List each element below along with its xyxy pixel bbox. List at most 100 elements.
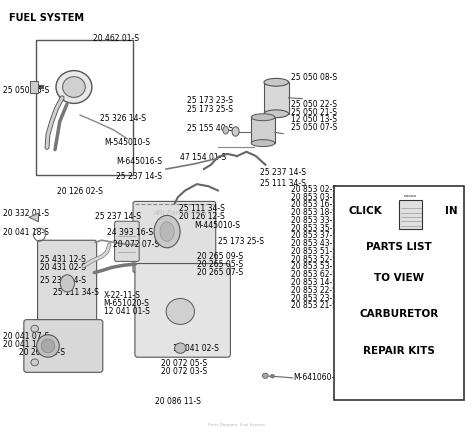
Text: 20 431 02-S: 20 431 02-S	[40, 263, 86, 272]
FancyBboxPatch shape	[24, 320, 103, 372]
Text: 20 041 17-S: 20 041 17-S	[3, 340, 49, 349]
Ellipse shape	[36, 335, 59, 357]
Text: 25 050 22-S: 25 050 22-S	[292, 100, 337, 109]
Ellipse shape	[264, 110, 289, 118]
Text: 25 050 08-S: 25 050 08-S	[292, 73, 337, 82]
Text: 12 041 01-S: 12 041 01-S	[104, 307, 150, 316]
Circle shape	[56, 71, 92, 103]
FancyBboxPatch shape	[135, 264, 230, 357]
Text: 25 237 14-S: 25 237 14-S	[260, 168, 306, 178]
Text: 20 853 23-S: 20 853 23-S	[291, 294, 337, 303]
Text: 47 154 01-S: 47 154 01-S	[180, 153, 227, 162]
Text: 25 050 21-S: 25 050 21-S	[292, 107, 337, 116]
Text: CLICK: CLICK	[348, 207, 382, 216]
FancyBboxPatch shape	[133, 201, 216, 273]
Text: FUEL SYSTEM: FUEL SYSTEM	[9, 13, 84, 23]
Polygon shape	[29, 213, 38, 222]
Circle shape	[166, 298, 194, 324]
Text: 20 853 62-S: 20 853 62-S	[291, 270, 337, 279]
Text: 20 853 53-S: 20 853 53-S	[291, 262, 337, 271]
Text: 20 041 18-S: 20 041 18-S	[3, 228, 49, 237]
Text: 20 853 35-S: 20 853 35-S	[291, 224, 337, 233]
Text: 12 050 13-S: 12 050 13-S	[292, 115, 337, 124]
Text: 20 072 05-S: 20 072 05-S	[161, 359, 208, 368]
Text: 25 050 35-S: 25 050 35-S	[3, 86, 49, 94]
Text: TO VIEW: TO VIEW	[374, 273, 424, 283]
Bar	[264, 82, 289, 114]
Bar	[334, 186, 464, 400]
Text: 20 853 18-S: 20 853 18-S	[291, 208, 337, 217]
Text: ARI PartStream: ARI PartStream	[154, 210, 207, 216]
Text: 25 111 34-S: 25 111 34-S	[260, 179, 306, 188]
Text: 25 237 14-S: 25 237 14-S	[117, 172, 163, 181]
Text: 20 853 51-S: 20 853 51-S	[291, 247, 337, 256]
Text: 25 326 14-S: 25 326 14-S	[100, 114, 146, 123]
Ellipse shape	[160, 222, 174, 241]
Text: 25 050 07-S: 25 050 07-S	[292, 123, 337, 132]
Text: REPAIR KITS: REPAIR KITS	[363, 346, 435, 356]
FancyBboxPatch shape	[115, 221, 139, 262]
Text: 25 237 14-S: 25 237 14-S	[40, 276, 86, 285]
Text: 20 853 33-S: 20 853 33-S	[291, 216, 337, 225]
Text: 20 086 11-S: 20 086 11-S	[155, 397, 201, 406]
Ellipse shape	[154, 216, 180, 248]
Ellipse shape	[41, 339, 55, 353]
Circle shape	[174, 343, 186, 353]
Text: 25 173 25-S: 25 173 25-S	[218, 237, 264, 246]
Text: 20 041 07-S: 20 041 07-S	[3, 332, 49, 341]
Bar	[251, 117, 275, 143]
Text: 20 853 03-S: 20 853 03-S	[291, 193, 337, 202]
Text: PARTS LIST: PARTS LIST	[366, 242, 432, 252]
Text: M-645016-S: M-645016-S	[117, 157, 163, 166]
Text: IN: IN	[445, 207, 457, 216]
Text: ooooo: ooooo	[404, 194, 417, 198]
Circle shape	[63, 77, 85, 97]
Text: 20 265 05-S: 20 265 05-S	[197, 260, 243, 269]
Text: Parts Diagram  Fuel System: Parts Diagram Fuel System	[209, 423, 265, 427]
Text: 25 111 34-S: 25 111 34-S	[179, 204, 225, 213]
Bar	[399, 200, 422, 229]
Text: 20 462 01-S: 20 462 01-S	[93, 34, 139, 43]
Text: 20 332 01-S: 20 332 01-S	[3, 210, 49, 218]
Text: M-545010-S: M-545010-S	[105, 138, 151, 147]
Text: 25 173 23-S: 25 173 23-S	[187, 96, 233, 105]
Text: 20 853 43-S: 20 853 43-S	[291, 239, 337, 248]
Circle shape	[31, 359, 38, 366]
Text: 12 041 02-S: 12 041 02-S	[173, 344, 219, 353]
Text: 20 853 37-S: 20 853 37-S	[291, 231, 337, 240]
Circle shape	[263, 373, 268, 378]
Text: 20 853 22-S: 20 853 22-S	[291, 286, 337, 295]
Text: 20 265 01-S: 20 265 01-S	[18, 348, 64, 357]
Ellipse shape	[251, 140, 275, 147]
Text: 20 853 52-S: 20 853 52-S	[291, 255, 337, 264]
Ellipse shape	[251, 114, 275, 121]
FancyBboxPatch shape	[37, 240, 97, 329]
Ellipse shape	[264, 78, 289, 86]
Text: 20 853 14-S: 20 853 14-S	[291, 278, 337, 287]
Text: 20 126 12-S: 20 126 12-S	[179, 212, 225, 220]
Text: 25 111 34-S: 25 111 34-S	[53, 288, 99, 297]
Text: 20 853 02-S: 20 853 02-S	[291, 185, 337, 194]
Text: M-651020-S: M-651020-S	[104, 299, 150, 308]
Text: 20 072 07-S: 20 072 07-S	[113, 240, 159, 249]
Text: M-641060-S: M-641060-S	[293, 373, 339, 382]
Bar	[30, 81, 37, 93]
Text: 25 155 40-S: 25 155 40-S	[187, 124, 234, 133]
Text: 24 393 16-S: 24 393 16-S	[107, 228, 153, 237]
Ellipse shape	[232, 127, 239, 136]
Text: M-445010-S: M-445010-S	[194, 222, 240, 230]
Text: 20 265 07-S: 20 265 07-S	[197, 268, 243, 277]
Text: 25 431 12-S: 25 431 12-S	[40, 255, 86, 264]
Text: 20 853 21-S: 20 853 21-S	[291, 301, 337, 310]
Text: 25 173 25-S: 25 173 25-S	[187, 105, 233, 114]
Ellipse shape	[60, 275, 74, 292]
Ellipse shape	[223, 126, 228, 134]
Text: 20 853 16-S: 20 853 16-S	[291, 200, 337, 209]
Text: 20 265 09-S: 20 265 09-S	[197, 252, 243, 261]
Circle shape	[31, 325, 38, 332]
Text: 25 237 14-S: 25 237 14-S	[95, 213, 141, 221]
Bar	[36, 39, 133, 175]
Text: X-22-11-S: X-22-11-S	[104, 291, 141, 300]
Text: 20 072 03-S: 20 072 03-S	[161, 367, 208, 376]
Text: 20 126 02-S: 20 126 02-S	[57, 187, 103, 197]
